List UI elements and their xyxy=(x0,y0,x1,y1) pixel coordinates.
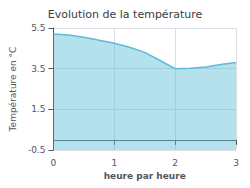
svg-text:0: 0 xyxy=(51,158,57,168)
svg-text:-0.5: -0.5 xyxy=(28,145,46,155)
svg-text:1.5: 1.5 xyxy=(31,104,45,114)
svg-text:2: 2 xyxy=(172,158,178,168)
svg-text:Température en °C: Température en °C xyxy=(8,47,18,133)
svg-text:heure par heure: heure par heure xyxy=(104,171,186,181)
svg-text:3: 3 xyxy=(233,158,239,168)
svg-text:5.5: 5.5 xyxy=(31,23,45,33)
svg-text:Evolution de la température: Evolution de la température xyxy=(48,8,203,21)
svg-text:1: 1 xyxy=(111,158,117,168)
svg-text:3.5: 3.5 xyxy=(31,64,45,74)
